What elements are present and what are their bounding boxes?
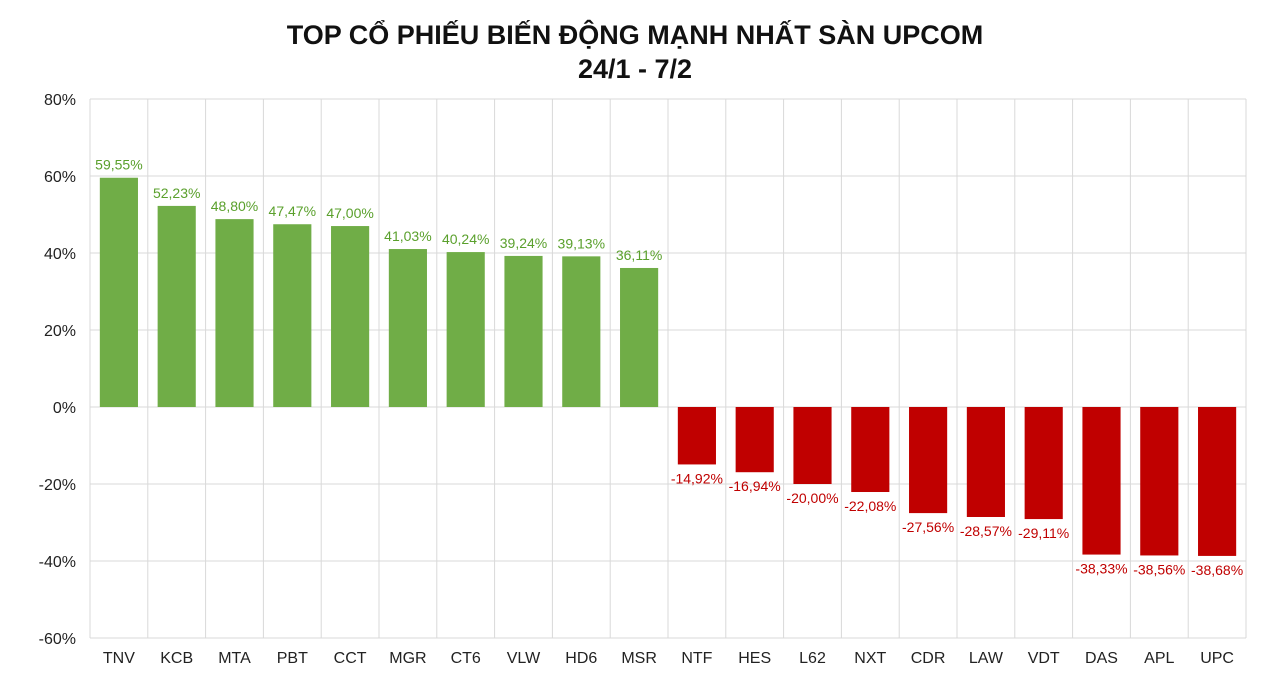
y-axis: 80% 60% 40% 20% 0% -20% -40% -60% [39,92,76,648]
bar-upc [1198,407,1237,556]
chart-subtitle: 24/1 - 7/2 [577,54,693,84]
x-tick-label: UPC [1200,650,1234,667]
value-labels: 59,55% 52,23% 48,80% 47,47% 47,00% 41,03% 40,2… [95,157,1243,578]
x-tick-label: NTF [681,650,712,667]
x-tick-label: MGR [389,650,426,667]
x-tick-label: DAS [1085,650,1118,667]
value-label-hd6: 39,13% [558,235,605,251]
x-tick-label: MTA [218,650,251,667]
bar-hd6 [562,256,601,407]
bar-pbt [273,224,312,407]
bar-ntf [677,407,716,465]
value-label-kcb: 52,23% [153,185,200,201]
value-label-vlw: 39,24% [500,235,547,251]
bar-das [1082,407,1121,555]
bar-law [966,407,1005,517]
y-tick-label: 40% [44,246,76,263]
value-label-msr: 36,11% [616,247,662,263]
x-axis: TNV KCB MTA PBT CCT MGR CT6 VLW HD6 MSR NTF HES L62 N… [103,650,1234,667]
x-tick-label: CCT [334,650,367,667]
value-label-ct6: 40,24% [442,231,489,247]
x-tick-label: NXT [854,650,886,667]
x-tick-label: HD6 [565,650,597,667]
value-label-mgr: 41,03% [384,228,431,244]
y-tick-label: 20% [44,323,76,340]
value-label-upc: -38,68% [1191,562,1243,578]
value-label-hes: -16,94% [729,478,781,494]
y-tick-label: -60% [39,631,76,648]
value-label-apl: -38,56% [1133,561,1185,577]
x-tick-label: VDT [1028,650,1060,667]
chart-title: TOP CỔ PHIẾU BIẾN ĐỘNG MẠNH NHẤT SÀN UPC… [286,20,984,50]
x-tick-label: TNV [103,650,135,667]
y-tick-label: -40% [39,554,76,571]
bar-vdt [1024,407,1063,520]
y-tick-label: 80% [44,92,76,109]
x-tick-label: L62 [799,650,826,667]
value-label-ntf: -14,92% [671,470,723,486]
bar-hes [735,407,774,473]
chart-title-block: TOP CỔ PHIẾU BIẾN ĐỘNG MẠNH NHẤT SÀN UPC… [0,18,1270,86]
y-tick-label: 60% [44,169,76,186]
value-label-cct: 47,00% [326,205,373,221]
gridlines [89,98,1247,639]
y-tick-label: -20% [39,477,76,494]
value-label-mta: 48,80% [211,198,258,214]
value-label-nxt: -22,08% [844,498,896,514]
bar-mta [215,219,254,407]
bar-ct6 [446,252,485,407]
bar-kcb [157,205,196,407]
bar-vlw [504,255,543,407]
value-label-vdt: -29,11% [1018,525,1069,541]
x-tick-label: LAW [969,650,1004,667]
x-tick-label: MSR [621,650,657,667]
bar-cdr [909,407,948,514]
value-label-das: -38,33% [1075,561,1127,577]
y-tick-label: 0% [53,400,76,417]
x-tick-label: PBT [277,650,308,667]
bar-cct [331,226,370,407]
bar-apl [1140,407,1179,556]
x-tick-label: VLW [507,650,541,667]
x-tick-label: HES [738,650,771,667]
x-tick-label: CT6 [451,650,481,667]
value-label-l62: -20,00% [786,490,838,506]
x-tick-label: CDR [911,650,946,667]
value-label-law: -28,57% [960,523,1012,539]
bar-mgr [388,249,427,407]
x-tick-label: KCB [160,650,193,667]
bars [99,177,1237,556]
bar-tnv [99,177,138,407]
x-tick-label: APL [1144,650,1174,667]
value-label-cdr: -27,56% [902,519,954,535]
value-label-pbt: 47,47% [269,203,316,219]
bar-msr [620,267,659,407]
bar-l62 [793,407,832,484]
value-label-tnv: 59,55% [95,157,142,173]
bar-nxt [851,407,890,493]
